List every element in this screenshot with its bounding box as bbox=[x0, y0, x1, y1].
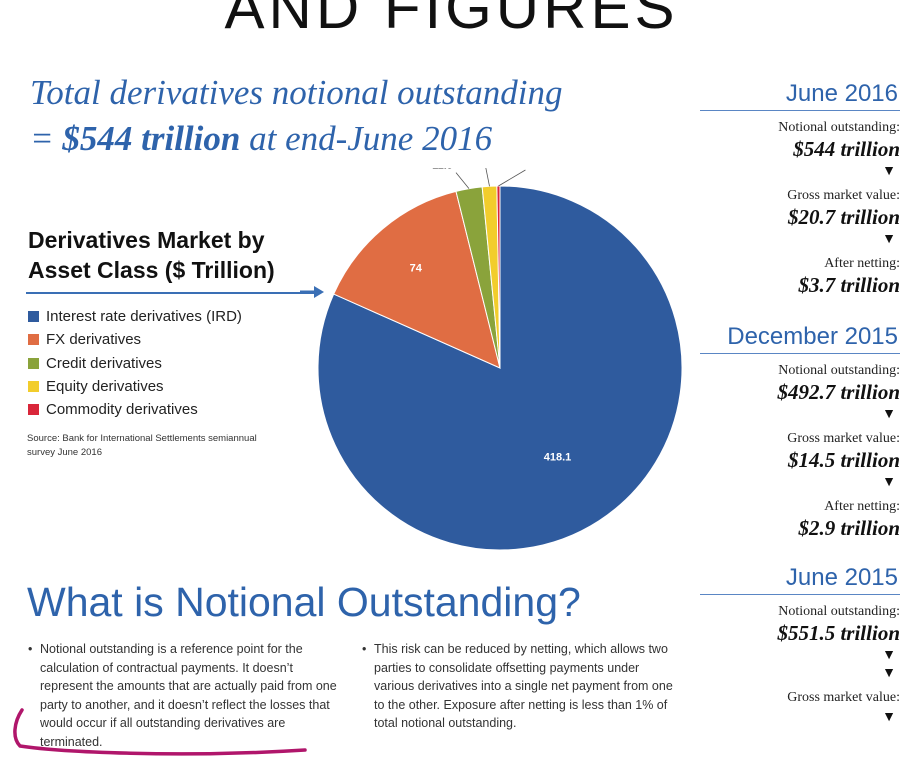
period-title: June 2016 bbox=[700, 78, 900, 111]
pie-slice-label: 418.1 bbox=[544, 452, 572, 464]
netting-label: After netting: bbox=[824, 256, 900, 271]
gross-label: Gross market value: bbox=[787, 188, 900, 203]
legend-item: FX derivatives bbox=[28, 328, 242, 351]
gross-value: $14.5 trillion bbox=[787, 448, 900, 472]
arrow-down-icon: ▼ bbox=[882, 646, 896, 662]
legend-item: Credit derivatives bbox=[28, 352, 242, 375]
legend-label: FX derivatives bbox=[46, 331, 142, 349]
legend-swatch bbox=[28, 357, 39, 369]
headline-line-2: = $544 trillion at end-June 2016 bbox=[30, 116, 670, 162]
arrow-right-icon bbox=[300, 286, 324, 298]
pie-slice-label: 74 bbox=[410, 263, 423, 275]
pie-label-leader bbox=[498, 169, 526, 187]
netting-value: $3.7 trillion bbox=[798, 273, 900, 297]
pie-slice bbox=[317, 185, 683, 551]
legend-swatch bbox=[28, 404, 39, 416]
pie-label-leader bbox=[455, 172, 470, 189]
legend-label: Equity derivatives bbox=[46, 378, 164, 396]
arrow-down-icon: ▼ bbox=[882, 708, 896, 724]
bullet-icon: • bbox=[362, 642, 367, 656]
bullet-paragraph-left: • Notional outstanding is a reference po… bbox=[28, 640, 340, 752]
headline-equals: = bbox=[30, 119, 63, 158]
period-title: June 2015 bbox=[700, 562, 900, 595]
chart-legend: Interest rate derivatives (IRD) FX deriva… bbox=[28, 305, 242, 421]
period-block: December 2015 Notional outstanding: $492.7… bbox=[700, 321, 900, 540]
legend-swatch bbox=[28, 334, 39, 346]
arrow-down-icon: ▼ bbox=[882, 162, 896, 178]
notional-value: $492.7 trillion bbox=[777, 380, 900, 404]
headline-line-1: Total derivatives notional outstanding bbox=[30, 73, 563, 112]
pie-chart: 418.17411.96.61.4 bbox=[317, 168, 683, 551]
notional-label: Notional outstanding: bbox=[778, 120, 900, 135]
pie-slice-label: 11.9 bbox=[432, 168, 453, 172]
pie-label-leader bbox=[485, 168, 490, 187]
legend-swatch bbox=[28, 381, 39, 393]
handwritten-underline-mark bbox=[13, 708, 307, 756]
page-heading: AND FIGURES bbox=[224, 0, 679, 41]
bullet-icon: • bbox=[28, 642, 33, 656]
legend-title: Derivatives Market by Asset Class ($ Tri… bbox=[28, 227, 275, 283]
legend-item: Equity derivatives bbox=[28, 375, 242, 398]
notional-value: $544 trillion bbox=[793, 137, 900, 161]
section-heading: What is Notional Outstanding? bbox=[27, 579, 581, 625]
source-note: Source: Bank for International Settlemen… bbox=[27, 433, 257, 458]
arrow-down-icon: ▼ bbox=[882, 230, 896, 246]
bullet-paragraph-right: • This risk can be reduced by netting, w… bbox=[362, 640, 674, 733]
period-title: December 2015 bbox=[700, 321, 900, 354]
period-block: June 2016 Notional outstanding: $544 trill… bbox=[700, 78, 900, 297]
period-summary-column: June 2016 Notional outstanding: $544 trill… bbox=[700, 78, 900, 725]
legend-swatch bbox=[28, 311, 39, 323]
headline-suffix: at end-June 2016 bbox=[240, 119, 493, 158]
bullet-left-text: Notional outstanding is a reference poin… bbox=[40, 642, 337, 749]
legend-label: Credit derivatives bbox=[46, 354, 162, 372]
notional-value: $551.5 trillion bbox=[777, 621, 900, 645]
legend-item: Interest rate derivatives (IRD) bbox=[28, 305, 242, 328]
arrow-down-icon: ▼ bbox=[882, 664, 896, 680]
netting-label: After netting: bbox=[824, 499, 900, 514]
gross-label: Gross market value: bbox=[787, 690, 900, 705]
notional-label: Notional outstanding: bbox=[778, 363, 900, 378]
arrow-down-icon: ▼ bbox=[882, 473, 896, 489]
bullet-right-text: This risk can be reduced by netting, whi… bbox=[374, 642, 673, 731]
gross-value: $20.7 trillion bbox=[787, 205, 900, 229]
headline: Total derivatives notional outstanding =… bbox=[30, 70, 670, 162]
netting-value: $2.9 trillion bbox=[798, 516, 900, 540]
pie-slice bbox=[496, 185, 501, 369]
pie-slice bbox=[333, 190, 501, 369]
headline-total: $544 trillion bbox=[62, 119, 241, 158]
legend-label: Commodity derivatives bbox=[46, 401, 198, 419]
period-block: June 2015 Notional outstanding: $551.5 tri… bbox=[700, 562, 900, 725]
legend-label: Interest rate derivatives (IRD) bbox=[46, 308, 242, 326]
arrow-down-icon: ▼ bbox=[882, 405, 896, 421]
legend-item: Commodity derivatives bbox=[28, 398, 242, 421]
legend-divider bbox=[26, 292, 316, 294]
gross-label: Gross market value: bbox=[787, 431, 900, 446]
notional-label: Notional outstanding: bbox=[778, 604, 900, 619]
pie-slice-label: 1.4 bbox=[528, 168, 544, 169]
